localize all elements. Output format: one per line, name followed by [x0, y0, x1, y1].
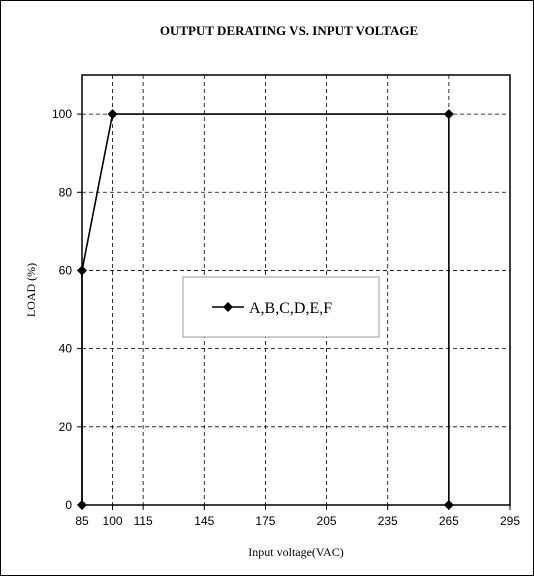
x-tick-label: 175 — [255, 514, 275, 528]
y-tick-label: 20 — [59, 420, 73, 434]
data-point — [77, 500, 87, 510]
x-tick-label: 205 — [317, 514, 337, 528]
series — [77, 109, 454, 510]
x-tick-label: 145 — [194, 514, 214, 528]
y-tick-label: 80 — [59, 185, 73, 199]
x-tick-label: 100 — [103, 514, 123, 528]
data-point — [443, 500, 454, 510]
x-tick-label: 235 — [378, 514, 398, 528]
x-tick-label: 85 — [75, 514, 89, 528]
y-tick-label: 0 — [65, 498, 72, 512]
y-axis-label: LOAD (%) — [24, 263, 38, 317]
x-axis-label: Input voltage(VAC) — [248, 545, 343, 559]
x-tick-label: 265 — [439, 514, 459, 528]
y-tick-label: 100 — [52, 107, 72, 121]
legend-marker — [223, 302, 233, 312]
legend: A,B,C,D,E,F — [182, 276, 380, 338]
tick-labels: 85 100 115 145 175 205 235 265 295 0 20 40 60 80 100 — [52, 107, 520, 528]
chart-title: OUTPUT DERATING VS. INPUT VOLTAGE — [160, 23, 418, 38]
x-tick-label: 295 — [500, 514, 520, 528]
data-point — [107, 109, 118, 120]
data-point — [77, 265, 87, 276]
x-tick-label: 115 — [134, 514, 153, 528]
y-tick-label: 40 — [59, 342, 73, 356]
data-point — [443, 109, 454, 120]
y-tick-label: 60 — [59, 263, 73, 277]
legend-label: A,B,C,D,E,F — [249, 300, 332, 317]
